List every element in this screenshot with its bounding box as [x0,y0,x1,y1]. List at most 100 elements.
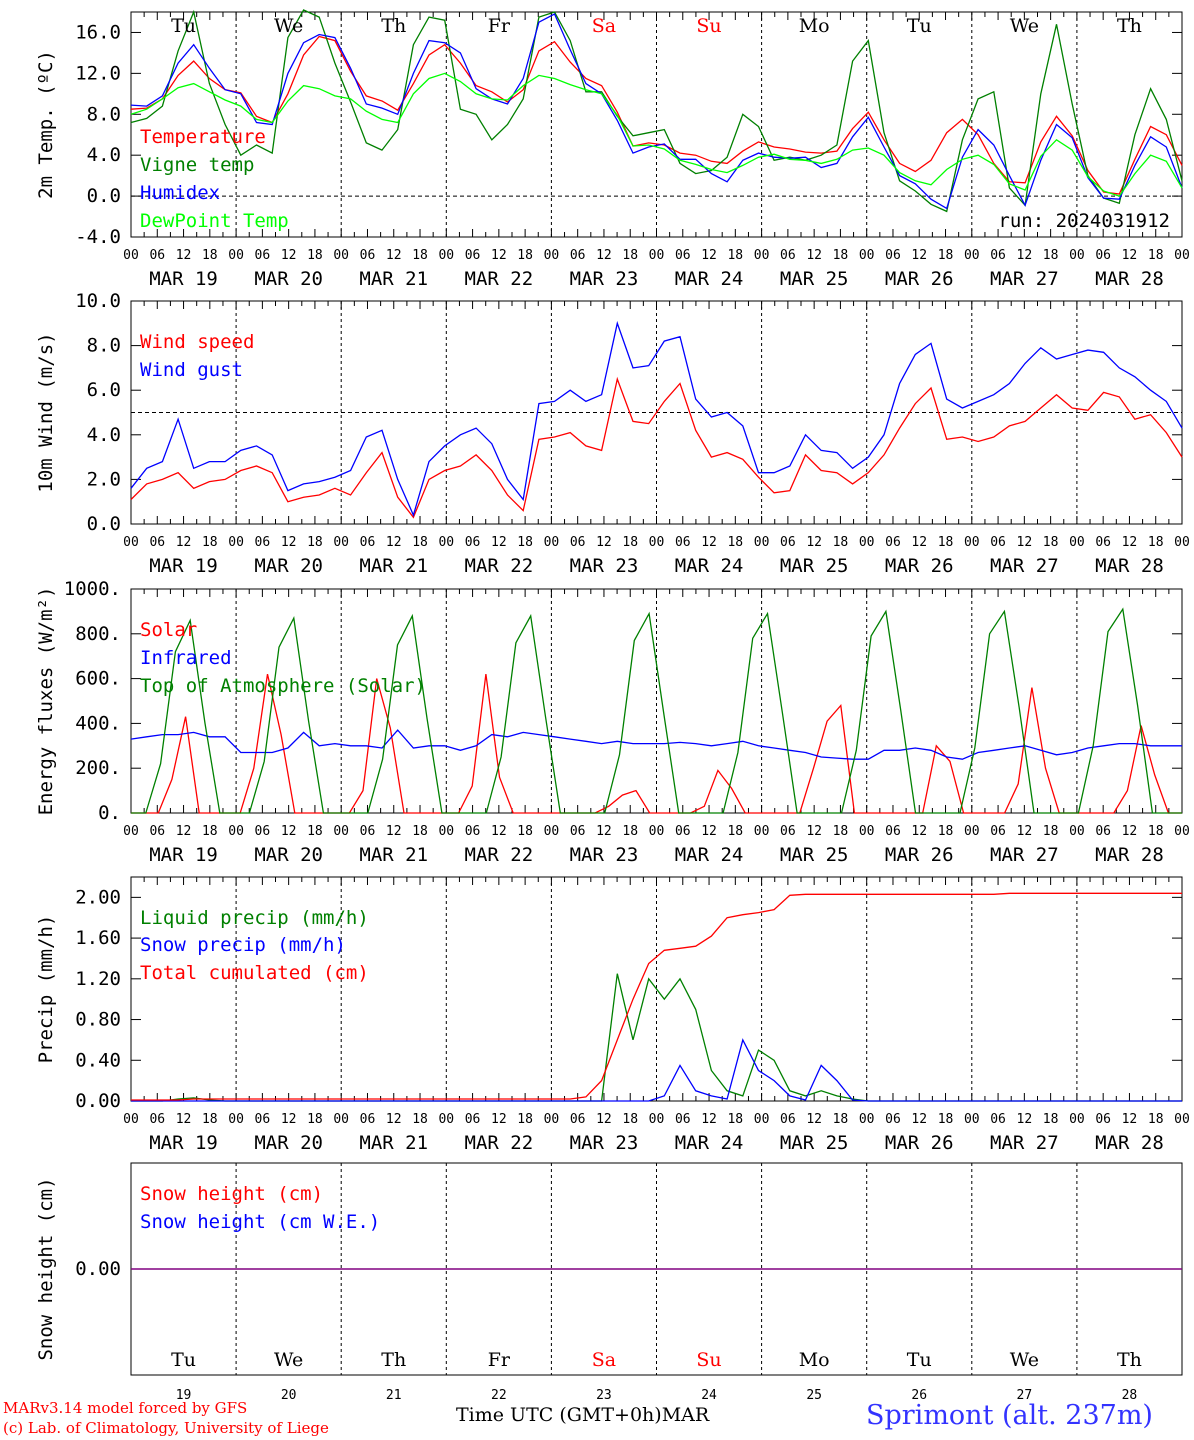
panel-3-series-line [130,729,1182,760]
panel-3-date-label: MAR 21 [359,844,428,866]
panel-4-hour-label: 06 [885,1112,901,1127]
panel-2-hour-label: 06 [1095,535,1111,550]
panel-3-hour-label: 18 [412,824,428,839]
weekday-label-top: We [1010,15,1039,37]
panel-2-hour-label: 06 [780,535,796,550]
weekday-label-top: Mo [799,15,830,37]
panel-2-hour-label: 00 [228,535,244,550]
panel-1-hour-label: 18 [727,248,743,263]
panel-3-legend-item: Infrared [140,647,232,669]
panel-1-hour-label: 12 [176,248,192,263]
panel-4-hour-label: 12 [1017,1112,1033,1127]
panel-1-hour-label: 12 [386,248,402,263]
panel-2-hour-label: 18 [727,535,743,550]
panel-2-hour-label: 18 [622,535,638,550]
panel-1-hour-label: 12 [911,248,927,263]
panel-2-date-label: MAR 24 [675,555,744,577]
panel-4-date-label: MAR 22 [465,1132,534,1154]
xaxis-title: Time UTC (GMT+0h) [456,1404,662,1426]
panel-4-hour-label: 18 [727,1112,743,1127]
panel-2-legend-item: Wind speed [140,331,254,353]
panel-4-date-label: MAR 28 [1095,1132,1164,1154]
panel-2-hour-label: 06 [675,535,691,550]
panel-4-hour-label: 06 [255,1112,271,1127]
panel-2-hour-label: 00 [1174,535,1190,550]
panel-1-legend-item: Humidex [140,182,220,204]
panel-4-hour-label: 12 [596,1112,612,1127]
panel-1-hour-label: 06 [885,248,901,263]
panel-3-hour-label: 00 [228,824,244,839]
panel-1-hour-label: 18 [202,248,218,263]
panel-4-hour-label: 18 [1148,1112,1164,1127]
panel-4-hour-label: 18 [833,1112,849,1127]
panel-1-hour-label: 12 [806,248,822,263]
panel-4-hour-label: 06 [360,1112,376,1127]
panel-2-hour-label: 18 [517,535,533,550]
panel-3-hour-label: 06 [360,824,376,839]
panel-4-hour-label: 06 [675,1112,691,1127]
panel-1-hour-label: 06 [255,248,271,263]
panel-2-hour-label: 00 [754,535,770,550]
panel-2-hour-label: 00 [859,535,875,550]
panel-2-date-label: MAR 27 [990,555,1059,577]
panel-1-ytick-label: -4.0 [75,226,121,248]
panel-1-series-line [130,72,1183,197]
weekday-label-top: Sa [592,15,616,37]
weekday-label-bottom: Tu [171,1349,196,1371]
panel-2-hour-label: 18 [412,535,428,550]
panel-4-date-label: MAR 23 [570,1132,639,1154]
panel-1-date-label: MAR 23 [570,268,639,290]
panel-2-hour-label: 18 [1148,535,1164,550]
panel-1-hour-label: 06 [780,248,796,263]
panel-4-hour-label: 06 [149,1112,165,1127]
panel-3-ytick-label: 600. [75,668,121,690]
day-number-label: 25 [806,1388,822,1403]
panel-1-date-label: MAR 19 [149,268,218,290]
panel-2-legend-item: Wind gust [140,359,243,381]
weekday-label-top: Th [1117,15,1142,37]
panel-2-hour-label: 12 [701,535,717,550]
xaxis-month: MAR [661,1404,710,1426]
day-number-label: 28 [1122,1388,1138,1403]
panel-2-hour-label: 00 [649,535,665,550]
panel-4-date-label: MAR 27 [990,1132,1059,1154]
panel-3-hour-label: 12 [701,824,717,839]
panel-2-hour-label: 12 [596,535,612,550]
panel-1-hour-label: 12 [1017,248,1033,263]
panel-3-hour-label: 06 [780,824,796,839]
panel-4-hour-label: 06 [465,1112,481,1127]
panel-4-hour-label: 00 [859,1112,875,1127]
panel-1-hour-label: 06 [149,248,165,263]
panel-1-hour-label: 12 [491,248,507,263]
panel-3-hour-label: 18 [622,824,638,839]
panel-3-date-label: MAR 23 [570,844,639,866]
panel-1-hour-label: 06 [465,248,481,263]
panel-3-hour-label: 00 [964,824,980,839]
panel-4-hour-label: 18 [412,1112,428,1127]
panel-4-series-line [131,1038,1182,1102]
panel-3-hour-label: 00 [1069,824,1085,839]
panel-2-hour-label: 06 [255,535,271,550]
panel-1-date-label: MAR 22 [465,268,534,290]
panel-2-date-label: MAR 28 [1095,555,1164,577]
panel-1-hour-label: 18 [622,248,638,263]
panel-4-hour-label: 18 [1043,1112,1059,1127]
panel-3-date-label: MAR 25 [780,844,849,866]
panel-3-hour-label: 06 [465,824,481,839]
panel-3-hour-label: 18 [727,824,743,839]
panel-1-ytick-label: 16.0 [75,21,121,43]
panel-1-series-line [130,35,1183,195]
day-number-label: 20 [281,1388,297,1403]
panel-3-hour-label: 00 [438,824,454,839]
panel-4-date-label: MAR 19 [149,1132,218,1154]
panel-4-hour-label: 12 [701,1112,717,1127]
panel-2-hour-label: 06 [360,535,376,550]
panel-4-series-line [131,892,1182,1101]
panel-4-hour-label: 12 [386,1112,402,1127]
weekday-label-bottom: Su [696,1349,721,1371]
panel-4-hour-label: 18 [202,1112,218,1127]
panel-1-legend-item: DewPoint Temp [140,210,289,232]
panel-4-ytick-label: 0.40 [75,1049,121,1071]
panel-3-hour-label: 00 [649,824,665,839]
weekday-label-top: Su [696,15,721,37]
